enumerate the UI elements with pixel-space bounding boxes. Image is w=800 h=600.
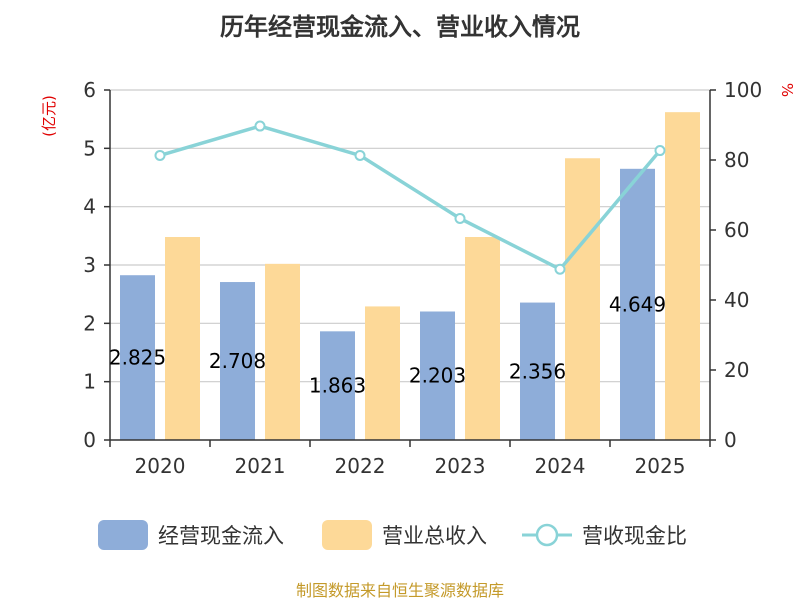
bar-revenue <box>265 263 300 440</box>
x-tick-label: 2021 <box>235 454 286 478</box>
ratio-point <box>254 120 266 132</box>
x-tick-label: 2024 <box>535 454 586 478</box>
y-left-label: (亿元) <box>40 95 58 137</box>
data-labels: 2.825 2.708 1.863 2.203 2.356 4.649 <box>109 292 666 397</box>
data-label: 2.825 <box>109 346 166 370</box>
ratio-line-path <box>159 124 662 272</box>
data-label: 4.649 <box>609 292 666 316</box>
x-tick-label: 2022 <box>335 454 386 478</box>
bar-cash-inflow <box>120 275 155 440</box>
ratio-point <box>354 149 366 161</box>
y-left-tick-label: 2 <box>83 311 96 335</box>
data-label: 1.863 <box>309 374 366 398</box>
bar-cash-inflow <box>220 282 255 440</box>
y-left-tick-label: 3 <box>83 253 96 277</box>
data-label: 2.203 <box>409 364 466 388</box>
legend-marker-ratio <box>535 523 559 547</box>
y-right-tick-label: 100 <box>724 78 762 102</box>
legend: 经营现金流入 营业总收入 营收现金比 <box>98 520 687 550</box>
legend-swatch-revenue <box>322 520 372 550</box>
bar-cash-inflow <box>620 168 655 440</box>
bar-cash-inflow <box>320 331 355 440</box>
y-right-tick-label: 60 <box>724 218 749 242</box>
ratio-line <box>154 120 666 275</box>
data-label: 2.708 <box>209 349 266 373</box>
legend-label-revenue: 营业总收入 <box>382 524 487 548</box>
y-left-tick-label: 5 <box>83 136 96 160</box>
grid <box>110 89 710 383</box>
data-label: 2.356 <box>509 359 566 383</box>
y-right-tick-label: 20 <box>724 358 749 382</box>
bar-revenue <box>465 237 500 440</box>
ratio-point <box>654 145 666 157</box>
y-right-tick-label: 80 <box>724 148 749 172</box>
x-tick-label: 2025 <box>635 454 686 478</box>
y-right-tick-label: 40 <box>724 288 749 312</box>
y-left-tick-label: 4 <box>83 195 96 219</box>
x-tick-label: 2020 <box>135 454 186 478</box>
ratio-point <box>154 149 166 161</box>
bar-revenue <box>165 237 200 440</box>
y-left-tick-label: 1 <box>83 370 96 394</box>
x-tick-label: 2023 <box>435 454 486 478</box>
bars <box>120 112 700 441</box>
source-note: 制图数据来自恒生聚源数据库 <box>296 581 504 600</box>
y-left-tick-label: 6 <box>83 78 96 102</box>
bar-cash-inflow <box>420 311 455 440</box>
bar-cash-inflow <box>520 302 555 440</box>
chart-title: 历年经营现金流入、营业收入情况 <box>220 13 580 41</box>
bar-revenue <box>565 158 600 440</box>
bar-revenue <box>365 306 400 440</box>
legend-label-cash-inflow: 经营现金流入 <box>158 524 284 548</box>
ratio-point <box>554 263 566 275</box>
ratio-point <box>454 212 466 224</box>
y-right-tick-label: 0 <box>724 428 737 452</box>
y-right-label: % <box>778 83 796 97</box>
bar-revenue <box>665 112 700 441</box>
legend-label-ratio: 营收现金比 <box>582 524 687 548</box>
legend-swatch-cash-inflow <box>98 520 148 550</box>
y-left-tick-label: 0 <box>83 428 96 452</box>
